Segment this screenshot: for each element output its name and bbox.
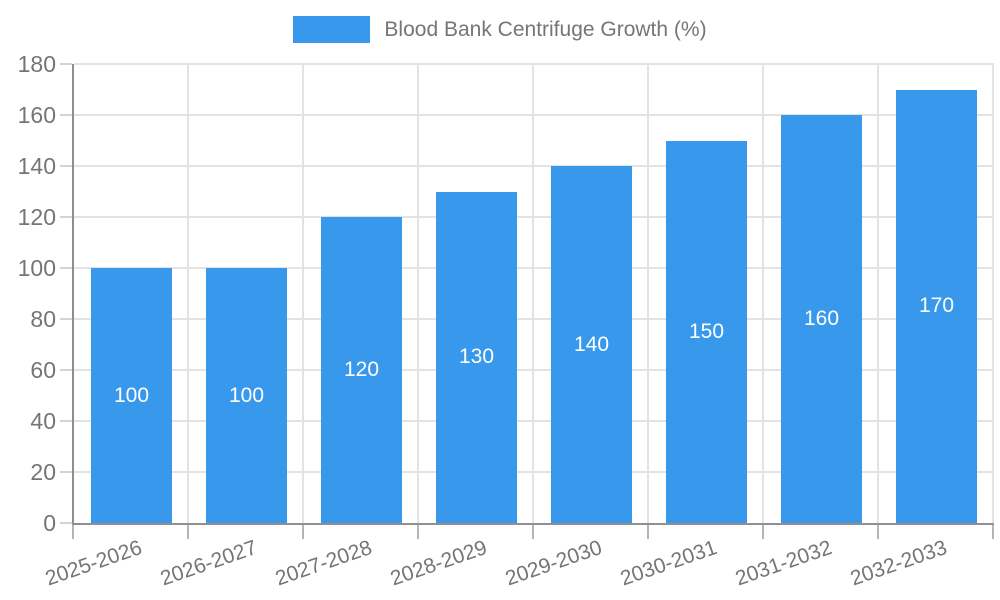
bar-2030-2031[interactable]: 150 bbox=[666, 140, 747, 523]
x-gridline bbox=[417, 64, 419, 523]
bar-value-label: 140 bbox=[573, 332, 610, 356]
bar-2026-2027[interactable]: 100 bbox=[206, 268, 287, 523]
y-axis-tick bbox=[60, 369, 72, 371]
y-gridline bbox=[74, 471, 994, 473]
bar-value-label: 120 bbox=[343, 358, 380, 381]
bar-2031-2032[interactable]: 160 bbox=[781, 115, 862, 523]
bar-2029-2030[interactable]: 140 bbox=[551, 166, 632, 523]
bar-value-label: 170 bbox=[918, 294, 955, 318]
y-axis-tick-label: 160 bbox=[17, 102, 56, 128]
bar-value-label: 150 bbox=[688, 319, 725, 343]
y-axis-tick bbox=[60, 318, 72, 320]
y-gridline bbox=[74, 114, 994, 116]
x-axis-category-label: 2031-2032 bbox=[732, 536, 835, 591]
x-axis-category-label: 2027-2028 bbox=[272, 536, 375, 591]
x-gridline bbox=[647, 64, 649, 523]
x-axis-tick bbox=[877, 523, 879, 539]
bar-value-label: 100 bbox=[113, 383, 150, 407]
x-axis-category-label: 2032-2033 bbox=[847, 536, 950, 591]
legend-label: Blood Bank Centrifuge Growth (%) bbox=[384, 17, 707, 41]
y-axis-tick-label: 40 bbox=[30, 408, 56, 434]
x-axis-category-label: 2029-2030 bbox=[502, 536, 605, 591]
x-axis-tick bbox=[302, 523, 304, 539]
y-axis-tick-label: 80 bbox=[30, 306, 56, 332]
y-axis-tick-label: 60 bbox=[30, 357, 56, 383]
y-axis-tick-label: 120 bbox=[17, 204, 56, 230]
x-axis-category-label: 2030-2031 bbox=[617, 536, 720, 591]
y-gridline bbox=[74, 63, 994, 65]
bar-2028-2029[interactable]: 130 bbox=[436, 191, 517, 523]
plot-area: 0 20 40 60 80 100 120 140 160 180 100 100 120 130 140 1… bbox=[18, 51, 994, 590]
x-axis-tick bbox=[762, 523, 764, 539]
y-axis-tick bbox=[60, 471, 72, 473]
x-axis-category-label: 2026-2027 bbox=[157, 536, 260, 591]
y-gridline bbox=[74, 420, 994, 422]
x-axis-category-label: 2025-2026 bbox=[42, 536, 145, 591]
x-axis-tick bbox=[992, 523, 994, 539]
y-axis-tick bbox=[60, 114, 72, 116]
x-axis-tick bbox=[532, 523, 534, 539]
x-gridline bbox=[302, 64, 304, 523]
x-gridline bbox=[187, 64, 189, 523]
y-gridline bbox=[74, 216, 994, 218]
x-gridline bbox=[532, 64, 534, 523]
y-gridline bbox=[74, 267, 994, 269]
bar-value-label: 160 bbox=[803, 307, 840, 330]
x-axis-tick bbox=[647, 523, 649, 539]
y-axis-tick-label: 180 bbox=[17, 51, 56, 77]
y-gridline bbox=[74, 165, 994, 167]
x-axis-tick bbox=[187, 523, 189, 539]
chart-legend: Blood Bank Centrifuge Growth (%) bbox=[0, 16, 1000, 43]
y-axis-tick-label: 100 bbox=[17, 255, 56, 281]
bar-2025-2026[interactable]: 100 bbox=[91, 268, 172, 523]
y-axis-tick bbox=[60, 216, 72, 218]
y-axis-tick bbox=[60, 267, 72, 269]
y-gridline bbox=[74, 318, 994, 320]
y-axis-tick-label: 20 bbox=[30, 459, 56, 485]
y-axis-line bbox=[72, 64, 74, 523]
x-gridline bbox=[992, 64, 994, 523]
x-axis-tick bbox=[72, 523, 74, 539]
y-axis-tick bbox=[60, 420, 72, 422]
x-gridline bbox=[762, 64, 764, 523]
legend-swatch-icon bbox=[293, 16, 371, 43]
x-axis-line bbox=[72, 523, 994, 525]
y-axis-tick bbox=[60, 165, 72, 167]
bar-value-label: 100 bbox=[228, 383, 265, 407]
y-axis-tick-label: 0 bbox=[43, 510, 56, 536]
y-gridline bbox=[74, 369, 994, 371]
bar-2032-2033[interactable]: 170 bbox=[896, 89, 977, 523]
x-axis-category-label: 2028-2029 bbox=[387, 536, 490, 591]
y-axis-tick-label: 140 bbox=[17, 153, 56, 179]
x-axis-tick bbox=[417, 523, 419, 539]
x-gridline bbox=[877, 64, 879, 523]
y-axis-tick bbox=[60, 522, 72, 524]
y-axis-tick bbox=[60, 63, 72, 65]
bar-2027-2028[interactable]: 120 bbox=[321, 217, 402, 523]
bar-value-label: 130 bbox=[458, 345, 495, 369]
